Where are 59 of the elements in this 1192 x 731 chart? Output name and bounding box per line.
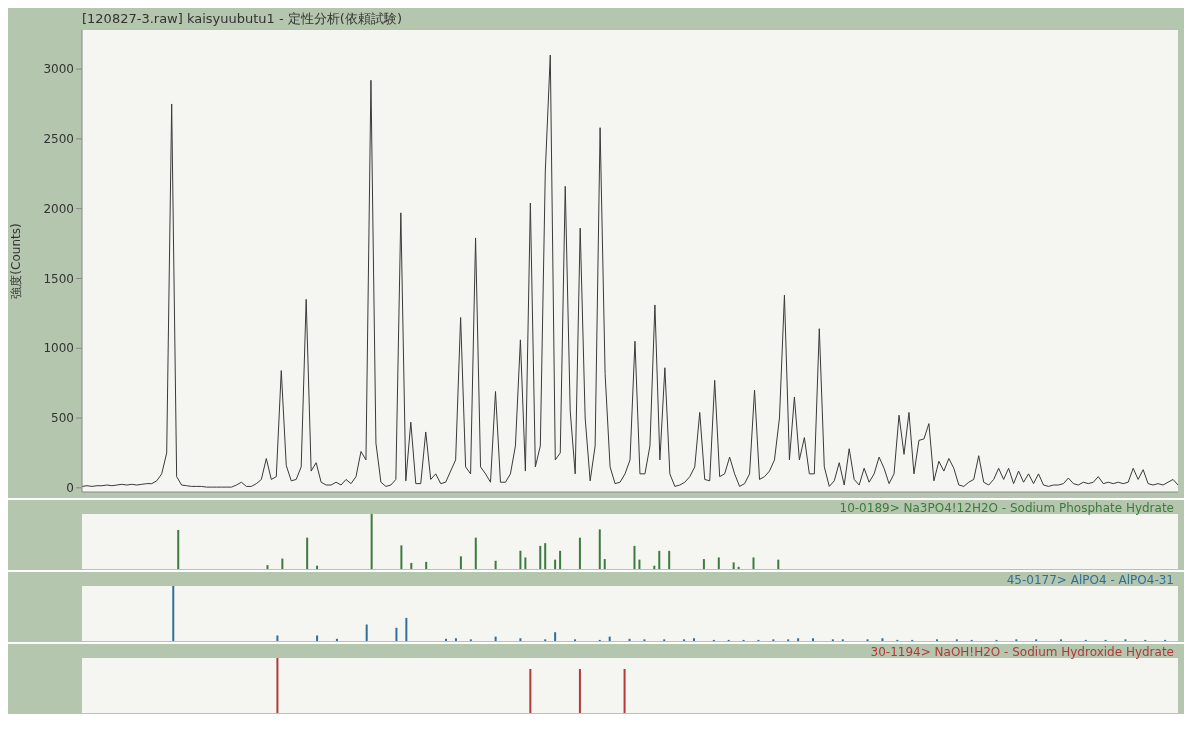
- bar: [777, 559, 780, 569]
- bar: [335, 638, 338, 641]
- bar: [177, 529, 180, 569]
- bar: [668, 550, 671, 569]
- bar: [276, 635, 279, 641]
- bar: [692, 638, 695, 641]
- bar: [797, 638, 800, 641]
- bar: [519, 550, 522, 569]
- y-tick-label: 1500: [43, 271, 74, 286]
- bar: [365, 624, 368, 641]
- line-series: [81, 54, 1179, 488]
- bar: [524, 557, 527, 569]
- bar: [633, 545, 636, 569]
- bar: [658, 550, 661, 569]
- bar: [752, 557, 755, 569]
- y-tick-label: 3000: [43, 62, 74, 77]
- bar: [732, 562, 735, 569]
- bar: [554, 632, 557, 641]
- bar: [459, 556, 462, 569]
- y-tick-label: 0: [66, 481, 74, 496]
- bar: [266, 565, 269, 569]
- bar: [737, 566, 740, 569]
- bar: [172, 586, 175, 641]
- y-axis-title: 強度(Counts): [9, 223, 24, 299]
- chart-title: 45-0177> AlPO4 - AlPO4-31: [1006, 573, 1174, 587]
- bar: [544, 543, 547, 569]
- y-tick-label: 2500: [43, 132, 74, 147]
- bar: [494, 560, 497, 569]
- bar: [812, 638, 815, 641]
- bar: [454, 638, 457, 641]
- bar: [559, 550, 562, 569]
- bar: [539, 545, 542, 569]
- bar: [519, 638, 522, 641]
- chart-title: 30-1194> NaOH!H2O - Sodium Hydroxide Hydrate: [870, 645, 1174, 659]
- chart-title: 10-0189> Na3PO4!12H2O - Sodium Phosphate Hydrate: [839, 501, 1174, 515]
- bar: [400, 545, 403, 569]
- bar: [281, 558, 284, 569]
- bar: [554, 559, 557, 569]
- bar: [628, 638, 631, 641]
- bar: [306, 537, 309, 569]
- bar: [445, 638, 448, 641]
- bar: [717, 557, 720, 569]
- bar: [410, 562, 413, 569]
- bar: [603, 559, 606, 569]
- chart-title: [120827-3.raw] kaisyuubutu1 - 定性分析(依頼試験): [81, 10, 403, 28]
- bar: [316, 635, 319, 641]
- y-tick-label: 2000: [43, 201, 74, 216]
- bar: [395, 627, 398, 641]
- bar: [474, 537, 477, 569]
- bar: [638, 559, 641, 569]
- bar: [370, 514, 373, 569]
- bar: [598, 529, 601, 569]
- bar: [578, 537, 581, 569]
- bar: [405, 617, 408, 641]
- bar: [881, 638, 884, 641]
- y-tick-label: 500: [51, 411, 74, 426]
- y-tick-label: 1000: [43, 341, 74, 356]
- bar: [702, 559, 705, 569]
- bar: [425, 561, 428, 569]
